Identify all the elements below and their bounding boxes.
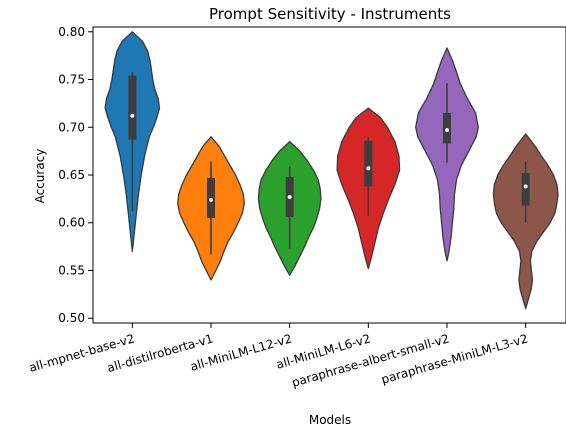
x-tick-label: paraphrase-MiniLM-L3-v2 [380, 331, 530, 386]
x-axis-label: Models [309, 413, 351, 427]
violin-median-dot [366, 166, 371, 171]
y-tick-label: 0.70 [58, 120, 85, 134]
y-tick-label: 0.75 [58, 73, 85, 87]
violin-iqr-box [364, 140, 373, 187]
y-tick-label: 0.65 [58, 168, 85, 182]
y-tick-label: 0.80 [58, 25, 85, 39]
chart-title: Prompt Sensitivity - Instruments [209, 5, 451, 23]
violin-median-dot [209, 197, 213, 202]
violins-layer [104, 31, 559, 310]
y-tick-label: 0.60 [58, 216, 85, 230]
plot-frame [92, 26, 566, 324]
violin-iqr-box [521, 173, 530, 206]
violin-iqr-box [128, 75, 137, 140]
violin-median-dot [287, 194, 292, 199]
violin-median-dot [130, 113, 135, 118]
y-tick-label: 0.50 [58, 311, 85, 325]
y-axis-label: Accuracy [33, 149, 47, 204]
y-axis: 0.50 0.55 0.60 0.65 0.70 0.75 0.80 [58, 25, 93, 325]
violin-median-dot [445, 128, 449, 133]
x-axis: all-mpnet-base-v2all-distilroberta-v1all… [27, 323, 530, 390]
violin-median-dot [523, 184, 528, 189]
y-tick-label: 0.55 [58, 263, 85, 277]
